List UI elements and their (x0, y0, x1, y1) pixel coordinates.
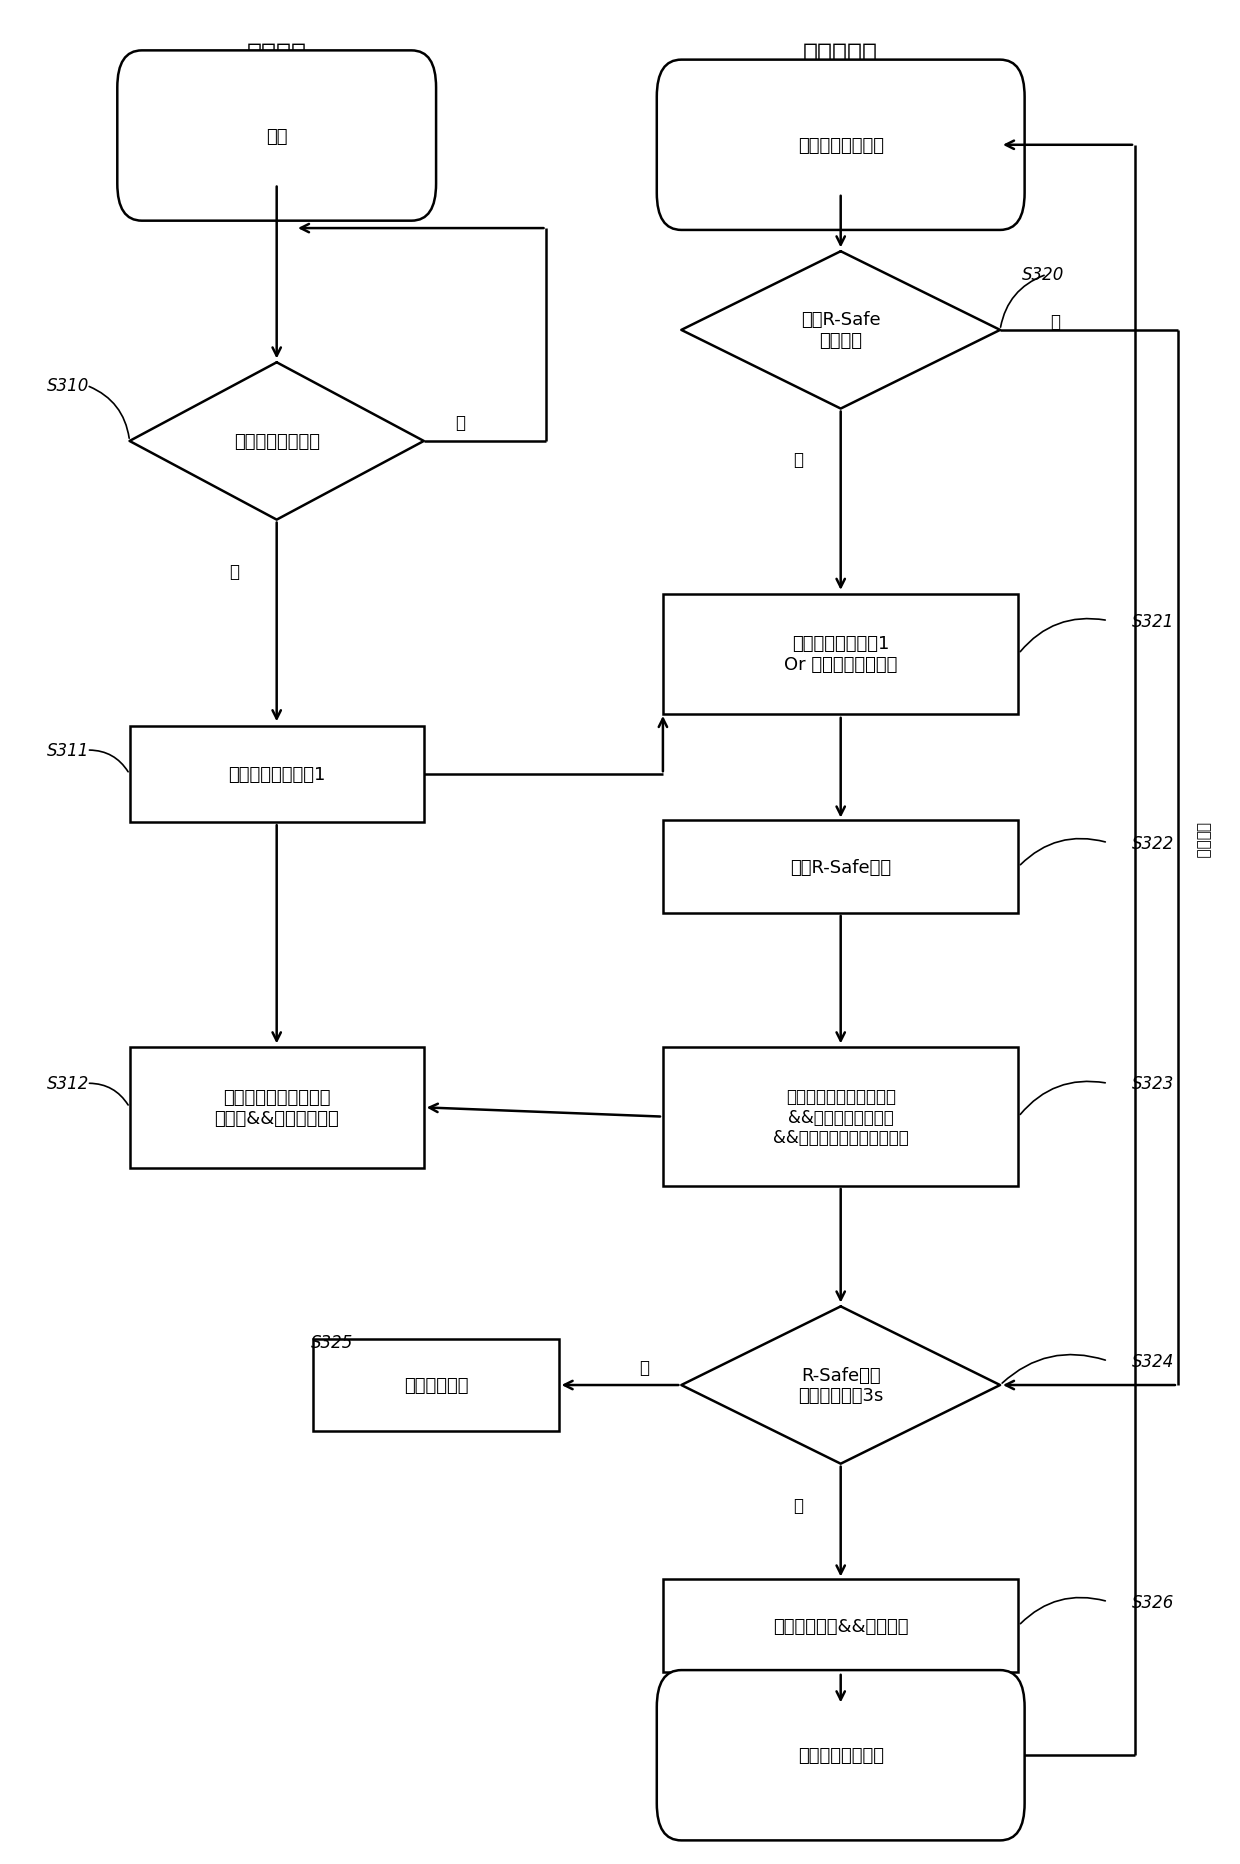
Text: 扭矩爬坡恢复&&变桨回归: 扭矩爬坡恢复&&变桨回归 (773, 1616, 909, 1635)
Text: S321: S321 (1132, 611, 1174, 630)
Text: 电网故障标志位置1
Or 检测电网发生故障: 电网故障标志位置1 Or 检测电网发生故障 (784, 636, 898, 675)
FancyBboxPatch shape (663, 1579, 1018, 1672)
FancyBboxPatch shape (657, 1670, 1024, 1840)
FancyBboxPatch shape (129, 1048, 424, 1169)
Text: 否: 否 (792, 1497, 802, 1515)
FancyBboxPatch shape (663, 1048, 1018, 1186)
Text: 是: 是 (228, 563, 239, 580)
Text: 变流器机侧网侧维持运
行状态&&执行下发扭矩: 变流器机侧网侧维持运 行状态&&执行下发扭矩 (215, 1089, 339, 1128)
Text: S325: S325 (311, 1335, 353, 1351)
Text: S310: S310 (47, 377, 89, 395)
Text: 否: 否 (1050, 313, 1060, 330)
Text: 限制扭矩到最大允许扭矩
&&最短时间执行顺桨
&&维持变流器控制指令下发: 限制扭矩到最大允许扭矩 &&最短时间执行顺桨 &&维持变流器控制指令下发 (773, 1087, 909, 1146)
Text: 电网故障标志位置1: 电网故障标志位置1 (228, 766, 325, 783)
Text: S320: S320 (1022, 267, 1064, 283)
FancyBboxPatch shape (663, 595, 1018, 714)
FancyBboxPatch shape (118, 52, 436, 222)
Text: 风机正常运行状态: 风机正常运行状态 (797, 1747, 884, 1765)
FancyBboxPatch shape (129, 727, 424, 822)
Text: 进入R-Safe模式: 进入R-Safe模式 (790, 857, 892, 876)
FancyBboxPatch shape (663, 820, 1018, 913)
Text: S326: S326 (1132, 1592, 1174, 1610)
Text: 变流器侧: 变流器侧 (247, 41, 306, 65)
Text: S322: S322 (1132, 835, 1174, 852)
Text: S324: S324 (1132, 1351, 1174, 1370)
FancyBboxPatch shape (657, 62, 1024, 231)
Text: S311: S311 (47, 742, 89, 761)
Text: 否: 否 (455, 414, 465, 432)
Text: 风机正常运行状态: 风机正常运行状态 (797, 136, 884, 155)
Text: 主控系统侧: 主控系统侧 (804, 41, 878, 65)
Text: 持续检测: 持续检测 (1195, 822, 1210, 857)
Text: 缓停模式停机: 缓停模式停机 (404, 1376, 469, 1394)
Text: 是: 是 (640, 1357, 650, 1376)
FancyBboxPatch shape (314, 1338, 559, 1432)
Text: R-Safe模式
持续时间超过3s: R-Safe模式 持续时间超过3s (799, 1366, 883, 1405)
Text: 开始: 开始 (265, 127, 288, 145)
Text: 电网状态参数异常: 电网状态参数异常 (233, 432, 320, 451)
Text: S312: S312 (47, 1076, 89, 1092)
Text: S323: S323 (1132, 1076, 1174, 1092)
Text: 是: 是 (792, 451, 802, 470)
Text: 风机R-Safe
功能开启: 风机R-Safe 功能开启 (801, 311, 880, 350)
